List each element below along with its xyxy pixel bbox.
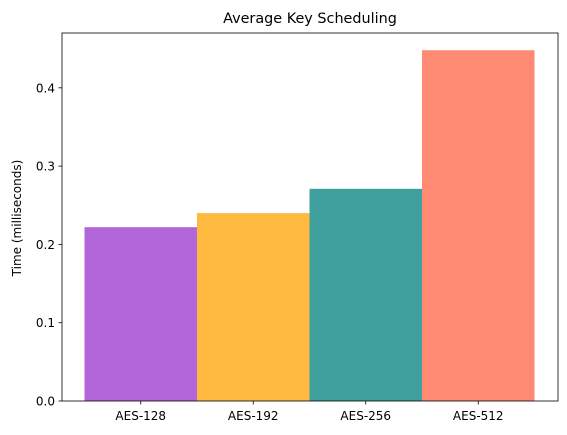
- x-ticks-group: AES-128 AES-192 AES-256 AES-512: [115, 401, 503, 423]
- x-tick-label: AES-512: [453, 409, 504, 423]
- y-axis-label: Time (milliseconds): [10, 160, 24, 278]
- y-tick-label: 0.3: [36, 160, 55, 174]
- chart-title: Average Key Scheduling: [223, 11, 397, 27]
- y-tick-label: 0.1: [36, 316, 55, 330]
- bar-aes-512: [422, 50, 535, 401]
- x-tick-label: AES-128: [115, 409, 166, 423]
- bars-group: [85, 50, 535, 401]
- x-tick-label: AES-256: [340, 409, 391, 423]
- bar-aes-192: [197, 213, 310, 401]
- y-tick-label: 0.2: [36, 238, 55, 252]
- y-tick-label: 0.0: [36, 395, 55, 409]
- x-tick-label: AES-192: [228, 409, 279, 423]
- y-ticks-group: 0.0 0.1 0.2 0.3 0.4: [36, 81, 62, 408]
- y-tick-label: 0.4: [36, 81, 55, 95]
- bar-aes-256: [310, 189, 423, 401]
- bar-aes-128: [85, 227, 198, 401]
